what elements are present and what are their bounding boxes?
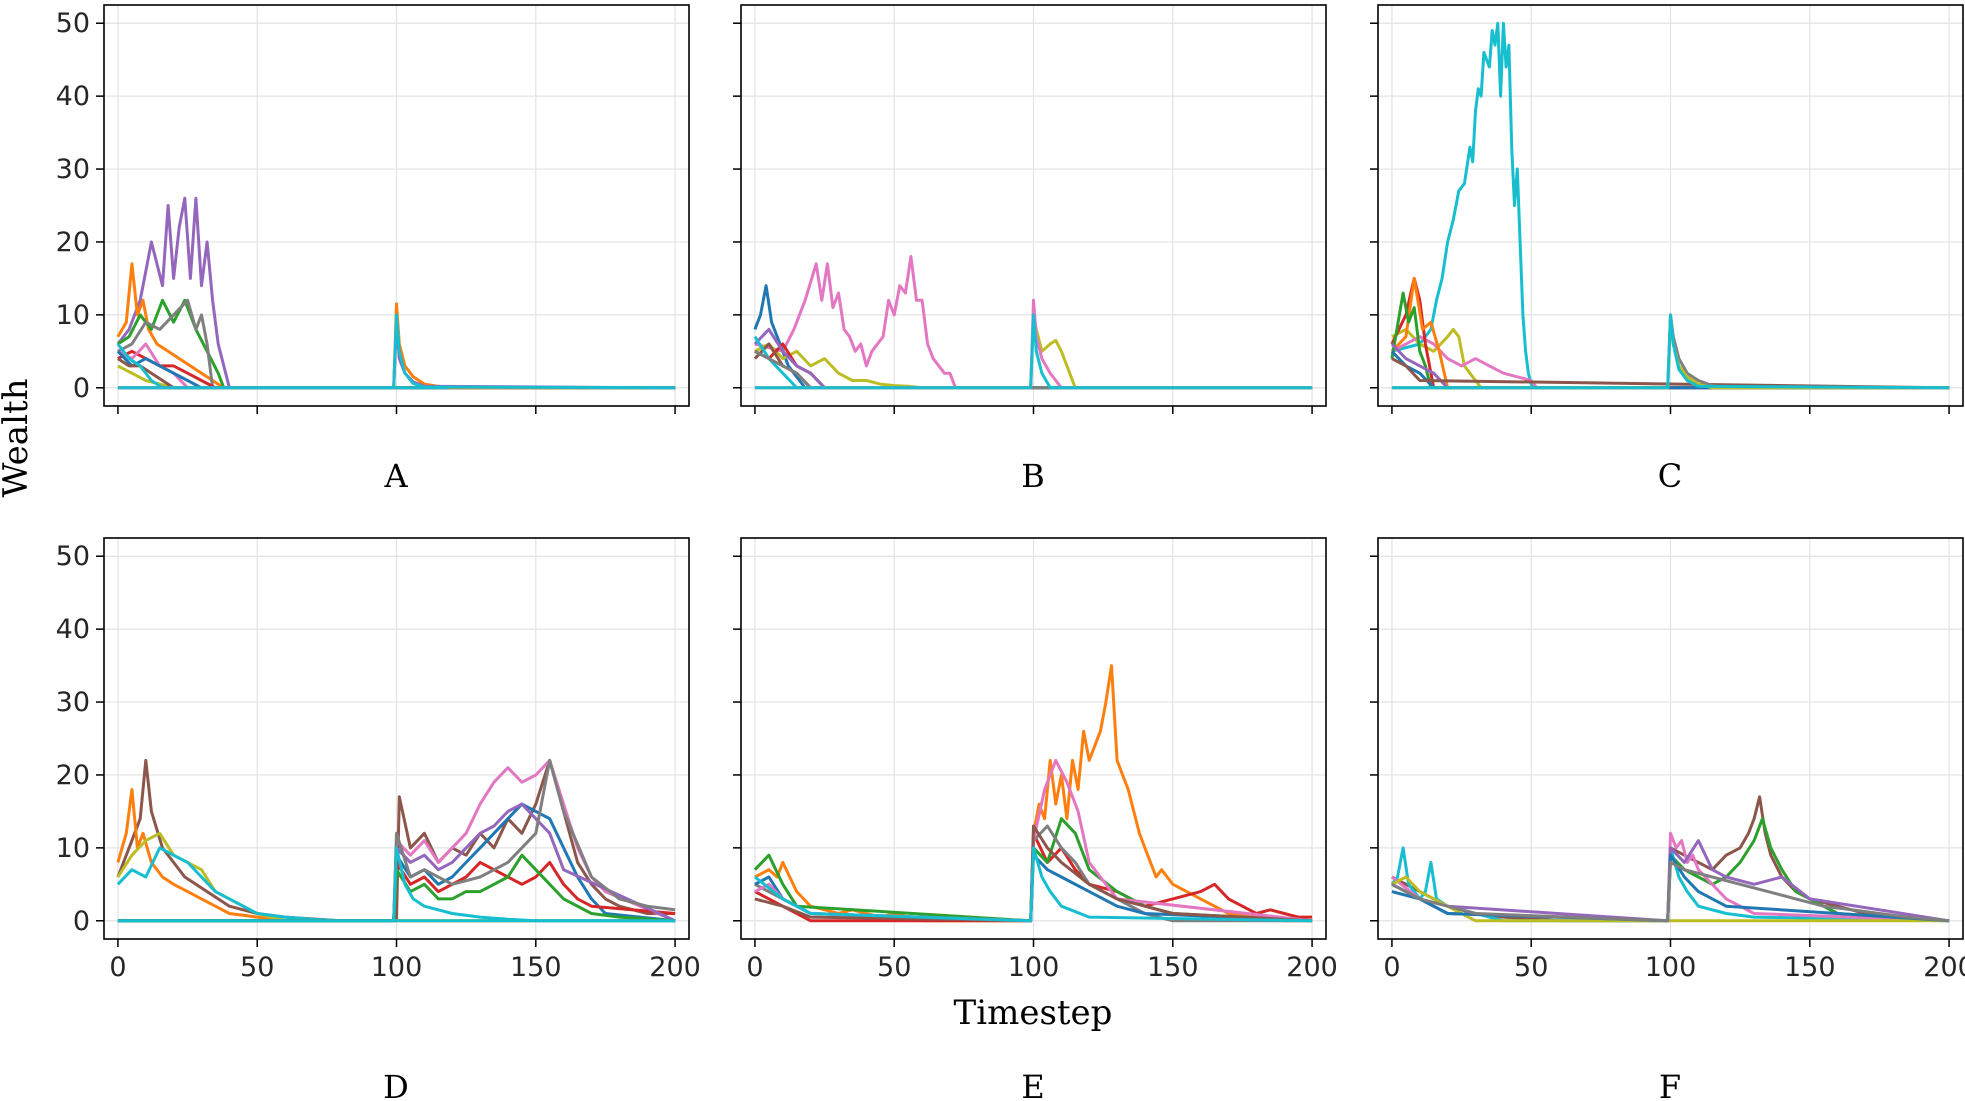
y-tick-label: 40 xyxy=(56,81,90,112)
series-line xyxy=(754,824,1313,923)
y-tick-label: 20 xyxy=(56,227,90,258)
series-line xyxy=(1391,313,1950,390)
x-tick-label: 0 xyxy=(746,952,763,983)
x-tick-label: 0 xyxy=(1383,952,1400,983)
panel-label-b: B xyxy=(1021,457,1045,495)
series-line xyxy=(116,758,676,923)
series-line xyxy=(116,788,676,923)
panel-c xyxy=(1370,4,1964,414)
x-tick-label: 200 xyxy=(649,952,701,983)
panel-b xyxy=(733,4,1327,414)
x-tick-label: 150 xyxy=(1147,952,1199,983)
y-tick-label: 10 xyxy=(56,300,90,331)
series-line xyxy=(1391,357,1950,390)
x-tick-label: 200 xyxy=(1286,952,1338,983)
series-line xyxy=(1391,875,1950,923)
y-tick-label: 50 xyxy=(56,8,90,39)
series-line xyxy=(1391,21,1950,390)
y-tick-label: 10 xyxy=(56,833,90,864)
y-axis-title: Wealth xyxy=(0,379,36,498)
series-line xyxy=(754,664,1313,923)
series-line xyxy=(117,298,676,390)
x-tick-label: 50 xyxy=(1514,952,1548,983)
series-line xyxy=(1391,853,1950,923)
y-tick-label: 40 xyxy=(56,614,90,645)
series-group xyxy=(116,758,676,923)
series-group xyxy=(116,196,676,390)
y-tick-label: 20 xyxy=(56,760,90,791)
panel-e: 0 50 100 150 200 xyxy=(733,537,1338,983)
panel-a: 0 10 20 30 40 50 xyxy=(56,4,690,414)
y-tick-label: 30 xyxy=(56,687,90,718)
x-axis-title: Timestep xyxy=(954,993,1113,1033)
series-group xyxy=(1390,795,1950,923)
y-tick-label: 30 xyxy=(56,154,90,185)
series-line xyxy=(1391,860,1950,923)
panel-f: 0 50 100 150 200 xyxy=(1370,537,1965,983)
x-tick-label: 100 xyxy=(371,952,423,983)
y-tick-label: 0 xyxy=(73,373,90,404)
series-line xyxy=(754,342,1313,390)
panel-label-d: D xyxy=(383,1068,409,1101)
series-line xyxy=(117,860,676,923)
series-line xyxy=(117,758,676,923)
series-line xyxy=(117,313,676,390)
series-line xyxy=(116,846,676,923)
panel-label-a: A xyxy=(383,457,408,495)
x-tick-label: 150 xyxy=(510,952,562,983)
x-tick-label: 200 xyxy=(1923,952,1965,983)
panel-label-c: C xyxy=(1658,457,1682,495)
y-tick-label: 50 xyxy=(56,541,90,572)
panel-label-f: F xyxy=(1659,1068,1681,1101)
series-line xyxy=(116,196,676,390)
x-tick-label: 0 xyxy=(109,952,126,983)
series-line xyxy=(753,846,1313,923)
panel-d: 0 50 100 150 200 0 10 20 30 40 50 xyxy=(56,537,701,983)
x-tick-label: 100 xyxy=(1645,952,1697,983)
series-group xyxy=(753,255,1313,390)
panel-label-e: E xyxy=(1021,1068,1044,1101)
series-line xyxy=(117,846,676,923)
y-tick-label: 0 xyxy=(73,906,90,937)
x-tick-label: 100 xyxy=(1008,952,1060,983)
x-tick-label: 50 xyxy=(240,952,274,983)
series-line xyxy=(754,255,1313,390)
x-tick-label: 50 xyxy=(877,952,911,983)
series-group xyxy=(1390,21,1950,390)
series-group xyxy=(753,664,1313,923)
series-line xyxy=(117,298,676,390)
series-line xyxy=(754,313,1313,390)
x-tick-label: 150 xyxy=(1784,952,1836,983)
